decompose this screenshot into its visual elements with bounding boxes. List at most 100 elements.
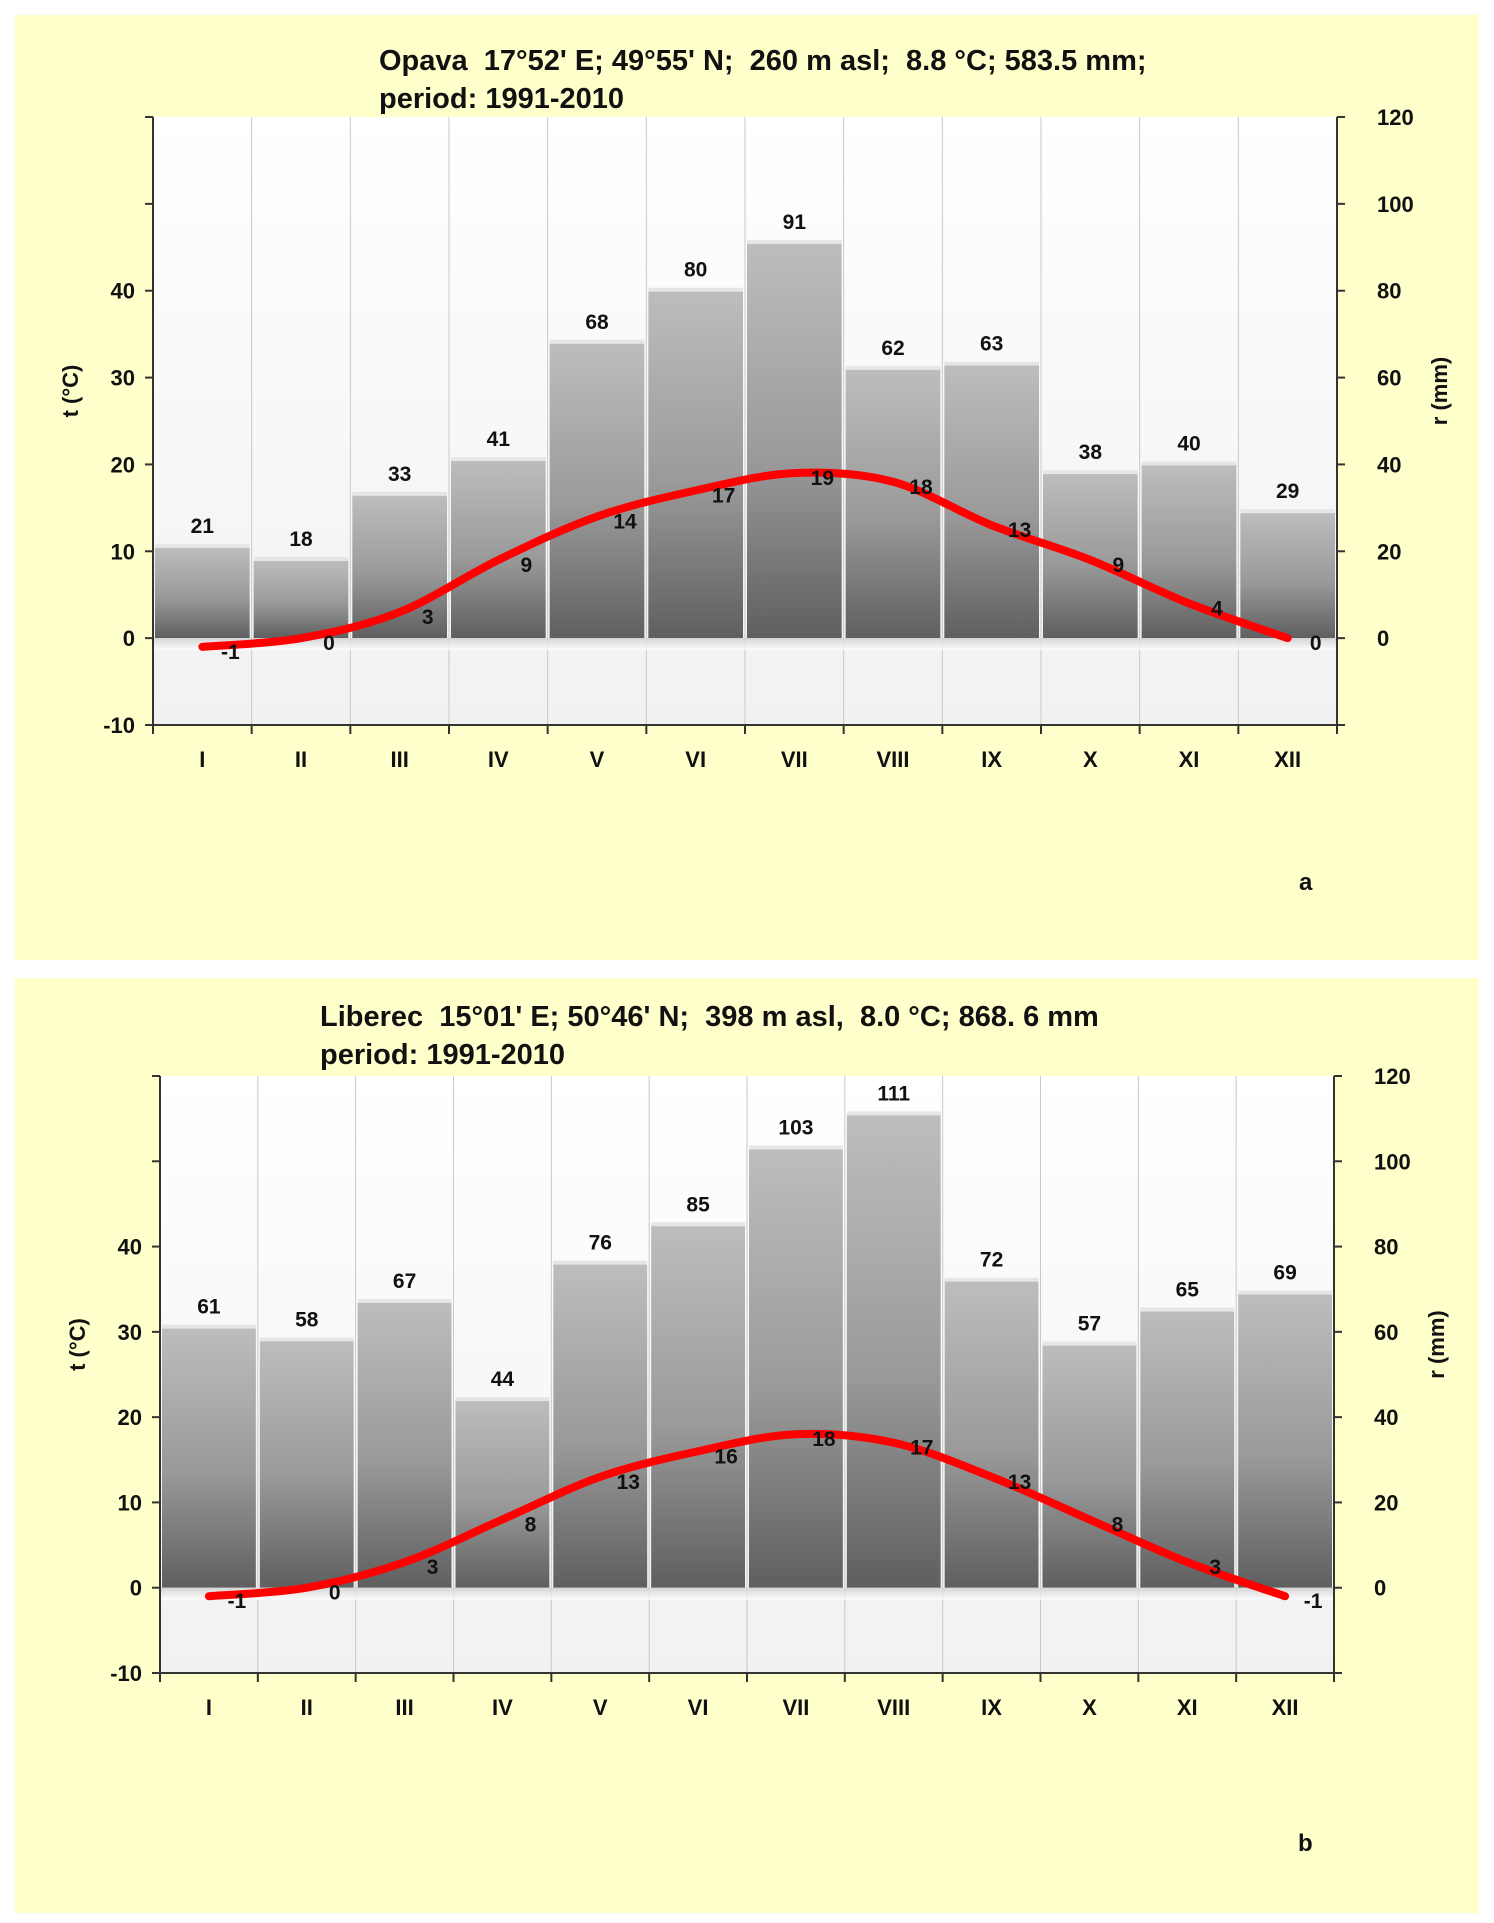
precip-data-label: 61 [197, 1296, 221, 1319]
precip-data-label: 69 [1273, 1261, 1296, 1284]
y-axis-title-left: t (°C) [65, 1318, 90, 1371]
temperature-data-label: 0 [1310, 632, 1322, 655]
temperature-data-label: -1 [221, 641, 240, 664]
temperature-data-label: 3 [1209, 1556, 1221, 1579]
precip-bar [944, 1280, 1039, 1588]
precip-bar-top [253, 556, 349, 561]
precip-data-label: 67 [393, 1270, 416, 1293]
precip-data-label: 58 [295, 1308, 319, 1331]
y-tick-label-right: 0 [1374, 1576, 1386, 1601]
precip-bar [155, 546, 250, 639]
y-tick-label-left: 0 [130, 1576, 142, 1601]
precip-bar [162, 1327, 256, 1588]
precip-bar-top [651, 1222, 745, 1227]
precip-bar-top [1043, 470, 1138, 475]
precip-bar-top [846, 1111, 941, 1116]
precip-data-label: 103 [778, 1116, 813, 1139]
temperature-data-label: -1 [228, 1590, 247, 1613]
precip-bar-top [1141, 461, 1237, 466]
x-tick-label: IX [981, 1695, 1002, 1720]
precip-data-label: 21 [191, 515, 215, 538]
y-tick-label-left: 40 [118, 1235, 142, 1260]
precip-bar [648, 290, 743, 639]
precip-bar-top [1140, 1307, 1235, 1312]
x-tick-label: I [199, 747, 205, 772]
precip-data-label: 91 [783, 211, 807, 234]
x-tick-label: III [395, 1695, 413, 1720]
y-tick-label-left: 20 [111, 452, 135, 477]
precip-bar-top [455, 1397, 550, 1402]
precip-data-label: 80 [684, 259, 707, 282]
x-tick-label: III [390, 747, 408, 772]
precip-data-label: 68 [585, 311, 609, 334]
x-tick-label: II [301, 1695, 313, 1720]
y-tick-label-left: 10 [111, 539, 135, 564]
x-tick-label: XI [1179, 747, 1200, 772]
precip-bar [357, 1302, 452, 1588]
y-tick-label-right: 120 [1377, 105, 1414, 130]
y-tick-label-left: 0 [123, 626, 135, 651]
precip-data-label: 40 [1177, 432, 1200, 455]
precip-bar [651, 1225, 745, 1588]
y-tick-label-right: 20 [1377, 539, 1401, 564]
y-axis-title-left: t (°C) [58, 365, 83, 418]
y-tick-label-right: 0 [1377, 626, 1389, 651]
temperature-data-label: 13 [617, 1471, 640, 1494]
precip-bar-top [845, 365, 941, 370]
precip-bar-top [1042, 1341, 1137, 1346]
precip-bar [553, 1263, 648, 1588]
y-tick-label-left: -10 [110, 1661, 142, 1686]
temperature-data-label: 18 [812, 1428, 836, 1451]
x-tick-label: VIII [877, 1695, 910, 1720]
x-tick-label: VIII [876, 747, 909, 772]
x-tick-label: IX [981, 747, 1002, 772]
temperature-data-label: 8 [1112, 1513, 1124, 1536]
precip-bar [259, 1340, 354, 1588]
precip-bar [845, 368, 941, 639]
y-tick-label-right: 100 [1377, 192, 1414, 217]
chart-title-line1: Opava 17°52' E; 49°55' N; 260 m asl; 8.8… [379, 45, 1147, 77]
precip-bar [747, 242, 842, 639]
x-tick-label: IV [488, 747, 509, 772]
precip-bar-top [944, 361, 1039, 366]
precip-bar [1042, 1344, 1137, 1588]
precip-data-label: 65 [1176, 1279, 1200, 1302]
y-tick-label-right: 80 [1374, 1235, 1398, 1260]
precip-bar [1141, 464, 1237, 639]
temperature-data-label: 19 [811, 467, 834, 490]
precip-bar-top [648, 287, 743, 292]
precip-bar [846, 1114, 941, 1588]
precip-bar-top [451, 457, 546, 462]
y-tick-label-right: 60 [1374, 1320, 1398, 1345]
x-tick-label: II [295, 747, 307, 772]
y-tick-label-right: 60 [1377, 366, 1401, 391]
panel-letter: b [1298, 1830, 1313, 1857]
precip-data-label: 85 [686, 1193, 710, 1216]
chart-title-line1: Liberec 15°01' E; 50°46' N; 398 m asl, 8… [320, 1001, 1099, 1033]
precip-data-label: 18 [289, 528, 313, 551]
precip-bar-top [357, 1299, 452, 1304]
temperature-data-label: 16 [714, 1445, 737, 1468]
y-tick-label-right: 40 [1377, 452, 1401, 477]
precip-data-label: 72 [980, 1249, 1003, 1272]
y-tick-label-right: 40 [1374, 1405, 1398, 1430]
precip-bar-top [155, 543, 250, 548]
bar-shadow [160, 1587, 1334, 1600]
precip-data-label: 111 [877, 1082, 910, 1105]
precip-bar [1240, 512, 1335, 639]
precip-bar-top [1238, 1290, 1332, 1295]
chart-title-line2: period: 1991-2010 [320, 1039, 566, 1071]
chart-title-line2: period: 1991-2010 [379, 83, 625, 115]
temperature-data-label: 13 [1008, 1471, 1031, 1494]
chart-panel-b: Liberec 15°01' E; 50°46' N; 398 m asl, 8… [15, 978, 1479, 1913]
temperature-data-label: -1 [1304, 1590, 1323, 1613]
temperature-data-label: 9 [520, 554, 532, 577]
temperature-data-label: 8 [525, 1513, 537, 1536]
temperature-data-label: 4 [1211, 597, 1223, 620]
x-tick-label: VI [688, 1695, 709, 1720]
temperature-data-label: 13 [1008, 519, 1031, 542]
y-tick-label-left: -10 [103, 713, 135, 738]
precip-bar-top [549, 339, 645, 344]
temperature-data-label: 18 [909, 476, 933, 499]
